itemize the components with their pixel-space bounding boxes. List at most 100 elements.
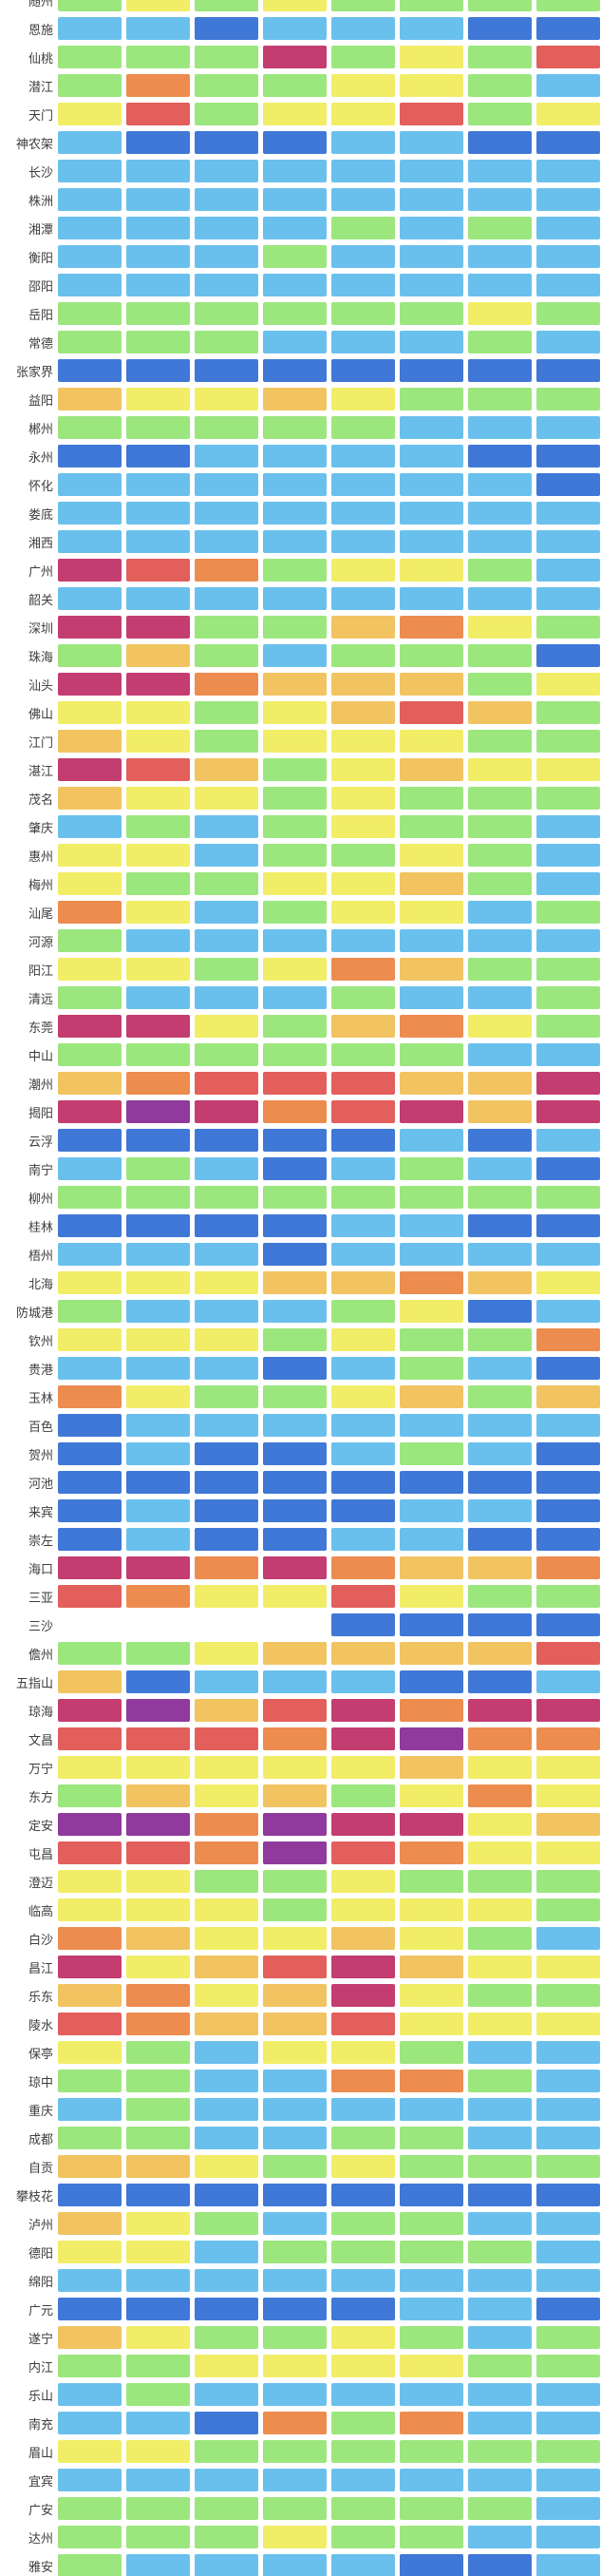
heatmap-cell[interactable] <box>536 0 600 11</box>
heatmap-cell[interactable] <box>400 1271 463 1294</box>
heatmap-cell[interactable] <box>58 1756 122 1779</box>
heatmap-cell[interactable] <box>468 1727 532 1750</box>
heatmap-cell[interactable] <box>195 2497 258 2520</box>
heatmap-cell[interactable] <box>195 131 258 154</box>
heatmap-cell[interactable] <box>58 74 122 97</box>
heatmap-cell[interactable] <box>331 0 395 11</box>
heatmap-cell[interactable] <box>58 1243 122 1266</box>
heatmap-cell[interactable] <box>468 2497 532 2520</box>
heatmap-cell[interactable] <box>126 2041 190 2064</box>
heatmap-cell[interactable] <box>536 1756 600 1779</box>
heatmap-cell[interactable] <box>468 2212 532 2235</box>
heatmap-cell[interactable] <box>195 958 258 981</box>
heatmap-cell[interactable] <box>468 1984 532 2007</box>
heatmap-cell[interactable] <box>468 473 532 496</box>
heatmap-cell[interactable] <box>468 787 532 810</box>
heatmap-cell[interactable] <box>331 46 395 68</box>
heatmap-cell[interactable] <box>468 1072 532 1095</box>
heatmap-cell[interactable] <box>263 2155 327 2178</box>
heatmap-cell[interactable] <box>400 445 463 467</box>
heatmap-cell[interactable] <box>263 1727 327 1750</box>
heatmap-cell[interactable] <box>536 815 600 838</box>
heatmap-cell[interactable] <box>58 1870 122 1893</box>
heatmap-cell[interactable] <box>126 2070 190 2092</box>
heatmap-cell[interactable] <box>195 1642 258 1665</box>
heatmap-cell[interactable] <box>468 1414 532 1437</box>
heatmap-cell[interactable] <box>58 1100 122 1123</box>
heatmap-cell[interactable] <box>536 1984 600 2007</box>
heatmap-cell[interactable] <box>126 2526 190 2548</box>
heatmap-cell[interactable] <box>536 1841 600 1864</box>
heatmap-cell[interactable] <box>468 331 532 353</box>
heatmap-cell[interactable] <box>536 1585 600 1608</box>
heatmap-cell[interactable] <box>536 2526 600 2548</box>
heatmap-cell[interactable] <box>400 2098 463 2121</box>
heatmap-cell[interactable] <box>400 1899 463 1921</box>
heatmap-cell[interactable] <box>331 872 395 895</box>
heatmap-cell[interactable] <box>331 2326 395 2349</box>
heatmap-cell[interactable] <box>331 502 395 525</box>
heatmap-cell[interactable] <box>468 46 532 68</box>
heatmap-cell[interactable] <box>263 103 327 125</box>
heatmap-cell[interactable] <box>400 673 463 696</box>
heatmap-cell[interactable] <box>331 929 395 952</box>
heatmap-cell[interactable] <box>400 473 463 496</box>
heatmap-cell[interactable] <box>126 1442 190 1465</box>
heatmap-cell[interactable] <box>263 445 327 467</box>
heatmap-cell[interactable] <box>536 2212 600 2235</box>
heatmap-cell[interactable] <box>536 1727 600 1750</box>
heatmap-cell[interactable] <box>263 1642 327 1665</box>
heatmap-cell[interactable] <box>331 730 395 753</box>
heatmap-cell[interactable] <box>126 1129 190 1152</box>
heatmap-cell[interactable] <box>126 388 190 410</box>
heatmap-cell[interactable] <box>536 1271 600 1294</box>
heatmap-cell[interactable] <box>331 2041 395 2064</box>
heatmap-cell[interactable] <box>331 2269 395 2292</box>
heatmap-cell[interactable] <box>536 1699 600 1722</box>
heatmap-cell[interactable] <box>331 901 395 924</box>
heatmap-cell[interactable] <box>331 2440 395 2463</box>
heatmap-cell[interactable] <box>195 1385 258 1408</box>
heatmap-cell[interactable] <box>331 1528 395 1551</box>
heatmap-cell[interactable] <box>331 1756 395 1779</box>
heatmap-cell[interactable] <box>468 2469 532 2491</box>
heatmap-cell[interactable] <box>400 872 463 895</box>
heatmap-cell[interactable] <box>536 587 600 610</box>
heatmap-cell[interactable] <box>58 644 122 667</box>
heatmap-cell[interactable] <box>331 2469 395 2491</box>
heatmap-cell[interactable] <box>468 1899 532 1921</box>
heatmap-cell[interactable] <box>536 1186 600 1209</box>
heatmap-cell[interactable] <box>126 901 190 924</box>
heatmap-cell[interactable] <box>468 1613 532 1636</box>
heatmap-cell[interactable] <box>400 0 463 11</box>
heatmap-cell[interactable] <box>468 559 532 582</box>
heatmap-cell[interactable] <box>126 416 190 439</box>
heatmap-cell[interactable] <box>536 46 600 68</box>
heatmap-cell[interactable] <box>331 1613 395 1636</box>
heatmap-cell[interactable] <box>263 673 327 696</box>
heatmap-cell[interactable] <box>58 2440 122 2463</box>
heatmap-cell[interactable] <box>468 1015 532 1038</box>
heatmap-cell[interactable] <box>126 2013 190 2035</box>
heatmap-cell[interactable] <box>400 559 463 582</box>
heatmap-cell[interactable] <box>331 530 395 553</box>
heatmap-cell[interactable] <box>331 2127 395 2149</box>
heatmap-cell[interactable] <box>468 530 532 553</box>
heatmap-cell[interactable] <box>468 1271 532 1294</box>
heatmap-cell[interactable] <box>536 701 600 724</box>
heatmap-cell[interactable] <box>195 1841 258 1864</box>
heatmap-cell[interactable] <box>263 188 327 211</box>
heatmap-cell[interactable] <box>331 1956 395 1978</box>
heatmap-cell[interactable] <box>263 359 327 382</box>
heatmap-cell[interactable] <box>263 1271 327 1294</box>
heatmap-cell[interactable] <box>400 2212 463 2235</box>
heatmap-cell[interactable] <box>400 2355 463 2377</box>
heatmap-cell[interactable] <box>400 359 463 382</box>
heatmap-cell[interactable] <box>331 331 395 353</box>
heatmap-cell[interactable] <box>468 274 532 296</box>
heatmap-cell[interactable] <box>126 2497 190 2520</box>
heatmap-cell[interactable] <box>263 1528 327 1551</box>
heatmap-cell[interactable] <box>536 1129 600 1152</box>
heatmap-cell[interactable] <box>195 1243 258 1266</box>
heatmap-cell[interactable] <box>126 160 190 182</box>
